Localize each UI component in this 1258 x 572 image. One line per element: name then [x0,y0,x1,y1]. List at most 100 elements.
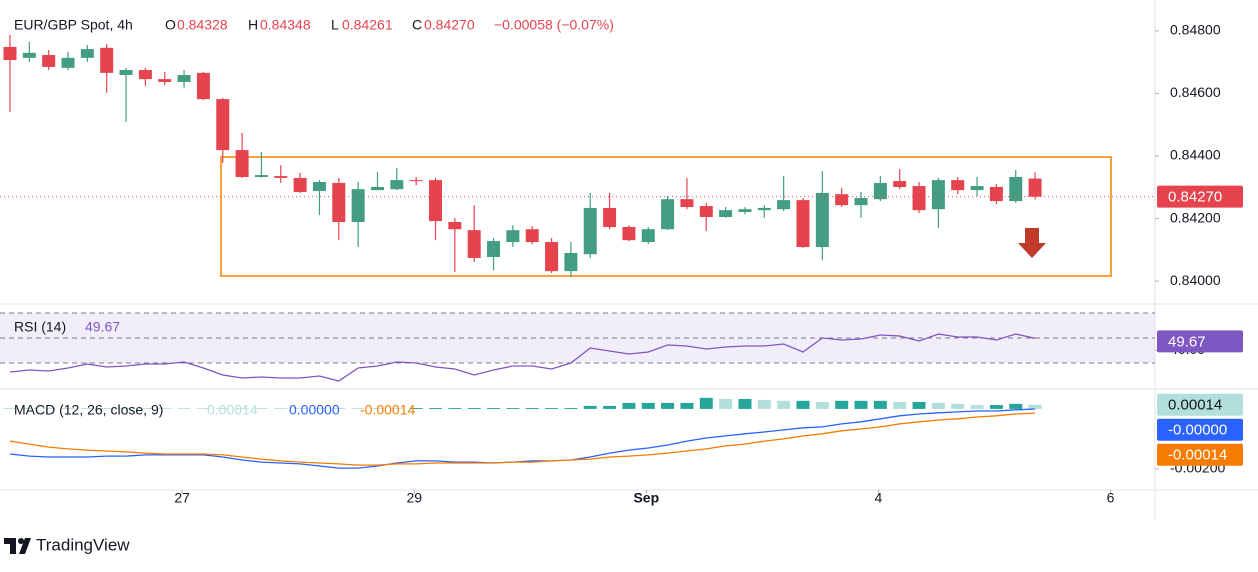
candle-body [719,210,733,218]
x-tick-label: Sep [633,490,659,506]
histogram-value-label-box [1157,393,1243,416]
histogram-bar [1009,403,1023,409]
candle-body [390,180,404,190]
histogram-bar [409,408,423,409]
candle-body [796,200,810,248]
candle-body [699,206,713,218]
signal-line [9,412,1036,466]
candle-body [583,207,597,255]
candle-body [22,52,36,58]
histogram-bar [487,408,501,409]
candle-body [3,46,17,61]
candle-body [738,209,752,213]
histogram-bar [506,408,520,409]
y-tick-label: 0.84800 [1170,22,1221,38]
histogram-bar [893,402,907,409]
close-value: 0.84270 [424,17,475,33]
histogram-bar [738,399,752,409]
histogram-bar [951,403,965,409]
candle-body [970,186,984,191]
rsi-value-label: 49.67 [1168,333,1206,350]
symbol: EUR/GBP Spot, 4h [14,17,133,33]
candle-body [873,182,887,200]
histogram-bar [835,400,849,409]
histogram-bar [583,405,597,409]
histogram-bar [641,402,655,409]
histogram-bar [661,402,675,409]
candle-body [603,207,617,228]
candle-body [293,177,307,192]
candle-body [545,242,559,272]
close-label: C [412,17,422,33]
candle-body [893,181,907,187]
candle-body [931,180,945,210]
signal-value-label-box [1157,443,1243,466]
y-tick-label: 0.84600 [1170,84,1221,100]
rsi-line [9,333,1036,382]
down-arrow [1018,228,1046,258]
y-tick-label: 0.84400 [1170,147,1221,163]
high-value: 0.84348 [260,17,311,33]
candle-body [467,230,481,258]
candle-body [351,189,365,223]
histogram-bar [603,405,617,409]
histogram-bar [970,405,984,409]
candle-body [564,252,578,272]
candle-body [216,99,230,151]
high-label: H [248,17,258,33]
histogram-bar [699,397,713,409]
range-box [220,156,1112,277]
candle-body [312,181,326,192]
histogram-bar [719,399,733,409]
candle-body [951,180,965,191]
x-tick-label: 4 [875,490,883,506]
y-tick-label: 0.84200 [1170,209,1221,225]
histogram-bar [757,399,771,409]
candle-body [1028,178,1042,197]
histogram-bar [564,408,578,409]
candle-body [1009,176,1023,202]
low-value: 0.84261 [342,17,393,33]
candle-body [370,186,384,191]
candle-body [622,227,636,241]
candle-body [80,49,94,58]
macd-value-label: -0.00000 [1168,422,1227,439]
candle-body [158,79,172,82]
candle-body [757,207,771,211]
candle-body [119,70,133,76]
macd-title: MACD (12, 26, close, 9) [14,402,163,418]
brand-logo [4,538,31,554]
rsi-title: RSI (14) [14,319,66,335]
candle-body [274,176,288,178]
candle-body [912,186,926,211]
x-tick-label: 27 [174,490,190,506]
candle-body [815,192,829,248]
x-tick-label: 29 [406,490,422,506]
candle-body [196,72,210,100]
histogram-bar [429,408,443,409]
histogram-bar [467,408,481,409]
candle-body [100,47,114,73]
candle-body [61,57,75,68]
histogram-bar [777,400,791,409]
macd-line [9,408,1036,469]
x-tick-label: 6 [1107,490,1115,506]
brand-name: TradingView [36,535,130,554]
candle-body [777,200,791,210]
histogram-bar [931,402,945,409]
rsi-legend-value: 49.67 [85,319,120,335]
candle-body [177,75,191,82]
histogram-bar [1028,404,1042,409]
change-value: −0.00058 (−0.07%) [494,17,614,33]
histogram-bar [622,402,636,409]
candle-body [989,186,1003,202]
histogram-bar [796,400,810,409]
candle-body [409,180,423,182]
histogram-bar [680,402,694,409]
open-label: O [165,17,176,33]
candle-body [448,222,462,230]
candle-body [525,229,539,243]
candle-body [506,230,520,243]
signal-value-label: -0.00014 [1168,447,1227,464]
